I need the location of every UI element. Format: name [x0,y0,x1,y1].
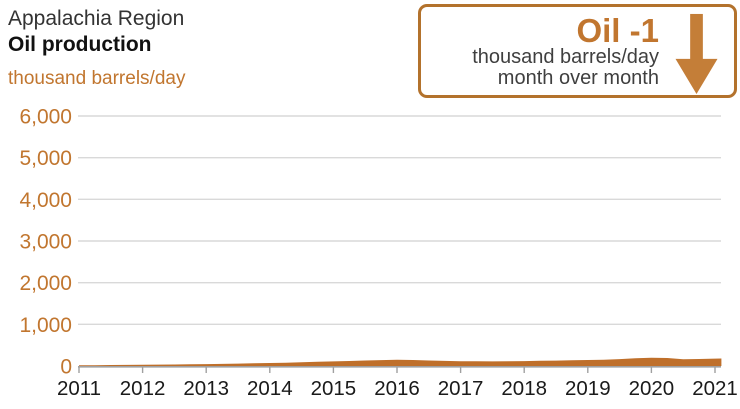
callout-period-line: month over month [497,67,659,90]
y-tick-label: 4,000 [19,189,72,212]
y-tick-label: 5,000 [19,147,72,170]
x-tick-label: 2016 [374,377,420,400]
units-label: thousand barrels/day [8,67,186,89]
y-tick-label: 6,000 [19,106,72,129]
production-area-series [79,357,722,366]
x-tick-label: 2020 [629,377,675,400]
down-arrow-icon [675,13,718,95]
oil-change-callout: Oil -1 thousand barrels/day month over m… [418,4,737,98]
callout-change-value: -1 [629,12,659,49]
y-tick-label: 1,000 [19,314,72,337]
callout-headline: Oil -1 [421,14,659,47]
callout-metric-label: Oil [576,12,621,49]
chart-header: Appalachia Region Oil production thousan… [8,6,185,90]
x-tick-label: 2012 [120,377,166,400]
y-tick-label: 0 [60,356,72,379]
x-tick-label: 2019 [565,377,611,400]
x-tick-label: 2021 [692,377,738,400]
x-tick-label: 2015 [311,377,357,400]
x-tick-label: 2017 [438,377,484,400]
x-tick-label: 2013 [183,377,229,400]
x-tick-label: 2018 [501,377,547,400]
callout-text-block: Oil -1 thousand barrels/day month over m… [421,7,659,90]
callout-units-line: thousand barrels/day [472,46,659,68]
x-tick-label: 2014 [247,377,293,400]
x-tick-label: 2011 [57,377,101,400]
y-tick-label: 2,000 [19,272,72,295]
y-tick-label: 3,000 [19,231,72,254]
region-title: Appalachia Region [8,7,185,30]
metric-title: Oil production [8,33,152,57]
